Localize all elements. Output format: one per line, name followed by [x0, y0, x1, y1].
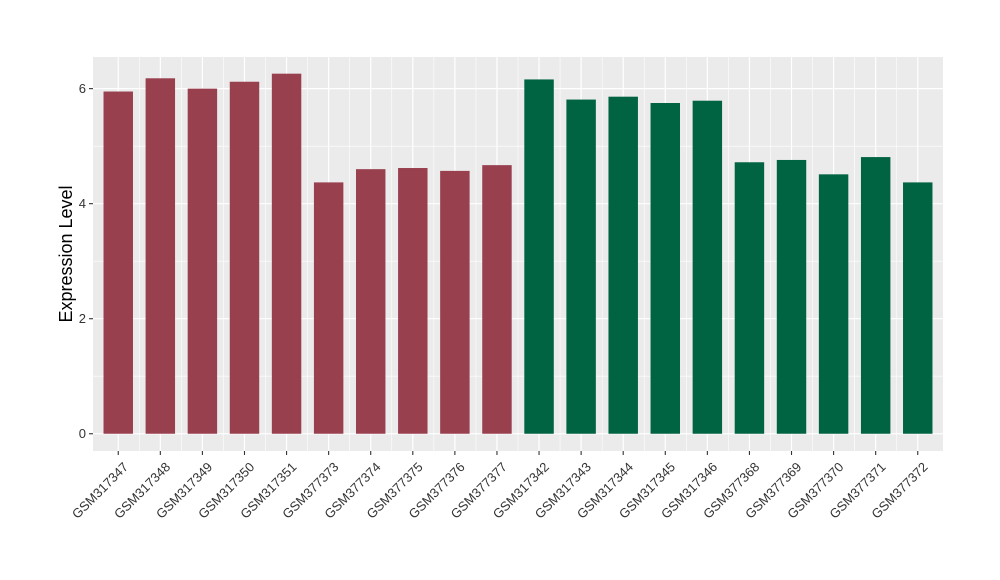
bars: [103, 73, 933, 434]
bar-GSM377372: [903, 182, 933, 434]
bar-GSM317345: [650, 103, 681, 434]
bar-GSM317350: [229, 81, 260, 434]
bar-GSM317342: [524, 79, 554, 434]
bar-GSM377375: [398, 168, 428, 434]
bar-GSM317346: [692, 100, 723, 434]
bar-GSM317351: [271, 73, 302, 434]
bar-GSM377370: [818, 174, 849, 434]
y-tick-label: 0: [79, 426, 86, 441]
y-axis-title: Expression Level: [56, 185, 76, 322]
bar-GSM317344: [608, 96, 638, 434]
bar-GSM317347: [103, 91, 133, 434]
y-tick-label: 4: [79, 196, 86, 211]
y-axis: 0 2 4 6: [79, 81, 93, 441]
y-tick-label: 6: [79, 81, 86, 96]
bar-GSM377374: [355, 169, 386, 434]
x-axis: GSM317347GSM317348GSM317349GSM317350GSM3…: [69, 451, 931, 522]
bar-GSM377376: [440, 170, 470, 434]
bar-GSM317343: [566, 99, 596, 434]
bar-GSM377368: [734, 162, 765, 434]
bar-GSM377377: [482, 165, 512, 434]
bar-GSM377373: [313, 182, 344, 434]
bar-GSM377371: [860, 157, 891, 434]
y-tick-label: 2: [79, 311, 86, 326]
bar-GSM317348: [145, 78, 176, 434]
bar-GSM317349: [187, 88, 218, 434]
bar-GSM377369: [776, 159, 807, 434]
